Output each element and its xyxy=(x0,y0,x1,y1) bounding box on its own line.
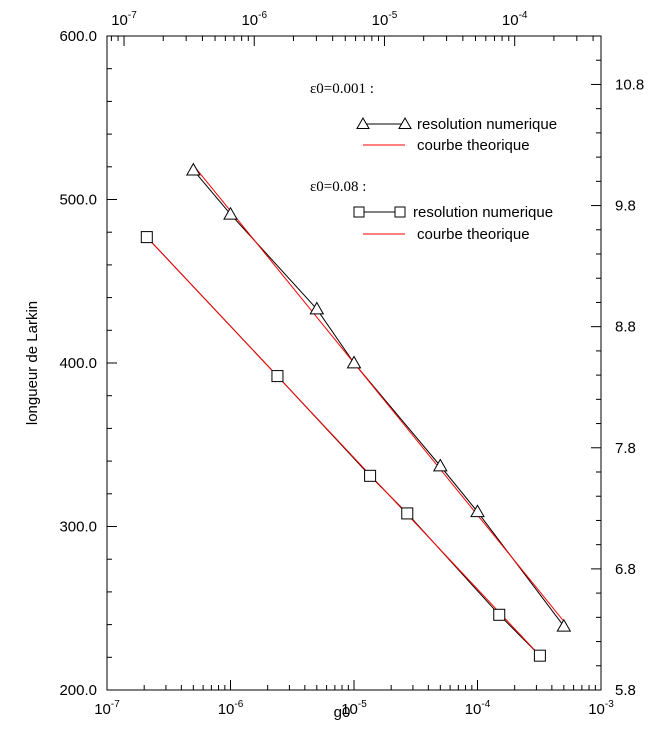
square-marker xyxy=(364,469,377,482)
top-tick-label-base: 10 xyxy=(241,12,258,29)
y-tick-label: 300.0 xyxy=(59,519,97,536)
theory-curve-line xyxy=(192,164,565,622)
top-tick-label: 10-4 xyxy=(502,10,528,29)
triangle-marker xyxy=(470,504,485,518)
top-tick-label-exp: -7 xyxy=(128,10,137,21)
top-tick-label-exp: -5 xyxy=(388,10,397,21)
top-tick-label: 10-6 xyxy=(241,10,267,29)
x-tick-label-base: 10 xyxy=(94,701,111,718)
x-tick-label: 10-6 xyxy=(218,699,244,718)
top-tick-label: 10-5 xyxy=(372,10,398,29)
tick-marks xyxy=(106,35,602,691)
x-tick-label-exp: -4 xyxy=(481,699,490,710)
legend-label-numeric: resolution numerique xyxy=(413,204,553,221)
legend-label-theory: courbe theorique xyxy=(417,137,530,154)
y-tick-label: 200.0 xyxy=(59,682,97,699)
y2-tick-label: 9.8 xyxy=(615,198,636,215)
top-tick-label-base: 10 xyxy=(111,12,128,29)
x-axis-title: g0 xyxy=(334,704,351,721)
y2-tick-label: 8.8 xyxy=(615,319,636,336)
x-tick-label-base: 10 xyxy=(588,701,605,718)
x-tick-label-exp: -6 xyxy=(234,699,243,710)
y-tick-label: 500.0 xyxy=(59,192,97,209)
x-tick-label-base: 10 xyxy=(218,701,235,718)
top-tick-label-exp: -6 xyxy=(258,10,267,21)
x-tick-label-base: 10 xyxy=(465,701,482,718)
x-tick-label: 10-4 xyxy=(465,699,491,718)
y-tick-label: 400.0 xyxy=(59,355,97,372)
x-tick-label-exp: -5 xyxy=(358,699,367,710)
legend-triangle-marker xyxy=(398,116,412,129)
legend: ε0=0.001 : resolution numerique courbe the… xyxy=(310,81,557,243)
square-marker xyxy=(533,649,546,662)
legend-heading: ε0=0.001 : xyxy=(310,81,374,97)
triangle-marker xyxy=(432,458,448,472)
y2-tick-label: 7.8 xyxy=(615,440,636,457)
top-tick-label: 10-7 xyxy=(111,10,137,29)
top-tick-label-exp: -4 xyxy=(519,10,528,21)
triangle-marker xyxy=(223,206,238,220)
x-tick-label: 10-3 xyxy=(588,699,614,718)
x-tick-label-exp: -3 xyxy=(605,699,614,710)
x-tick-label-exp: -7 xyxy=(111,699,120,710)
x-tick-label: 10-5 xyxy=(341,699,367,718)
legend-triangle-marker xyxy=(356,116,370,129)
triangle-marker xyxy=(556,618,572,632)
top-tick-label-base: 10 xyxy=(502,12,519,29)
square-marker xyxy=(271,370,284,383)
legend-label-numeric: resolution numerique xyxy=(417,116,557,133)
triangle-marker xyxy=(309,301,325,315)
theory-curve-line xyxy=(146,236,541,657)
legend-heading: ε0=0.08 : xyxy=(310,179,366,195)
square-marker xyxy=(401,507,414,520)
y2-tick-label: 10.8 xyxy=(615,76,644,93)
triangle-marker xyxy=(346,355,362,369)
data-series xyxy=(140,162,572,662)
square-marker xyxy=(140,231,153,244)
y2-tick-label: 5.8 xyxy=(615,682,636,699)
legend-square-marker xyxy=(353,206,365,218)
tick-labels: 10-7 10-6 10-5 10-4 10-310-7 10-6 10-5 10-4200.… xyxy=(59,10,644,718)
y-tick-label: 600.0 xyxy=(59,28,97,45)
legend-square-marker xyxy=(394,206,406,218)
x-tick-label-base: 10 xyxy=(341,701,358,718)
top-tick-label-base: 10 xyxy=(372,12,389,29)
triangle-marker xyxy=(185,162,201,176)
y-axis-title: longueur de Larkin xyxy=(24,301,41,425)
x-tick-label: 10-7 xyxy=(94,699,120,718)
y2-tick-label: 6.8 xyxy=(615,561,636,578)
legend-label-theory: courbe theorique xyxy=(417,226,530,243)
square-marker xyxy=(493,608,506,621)
